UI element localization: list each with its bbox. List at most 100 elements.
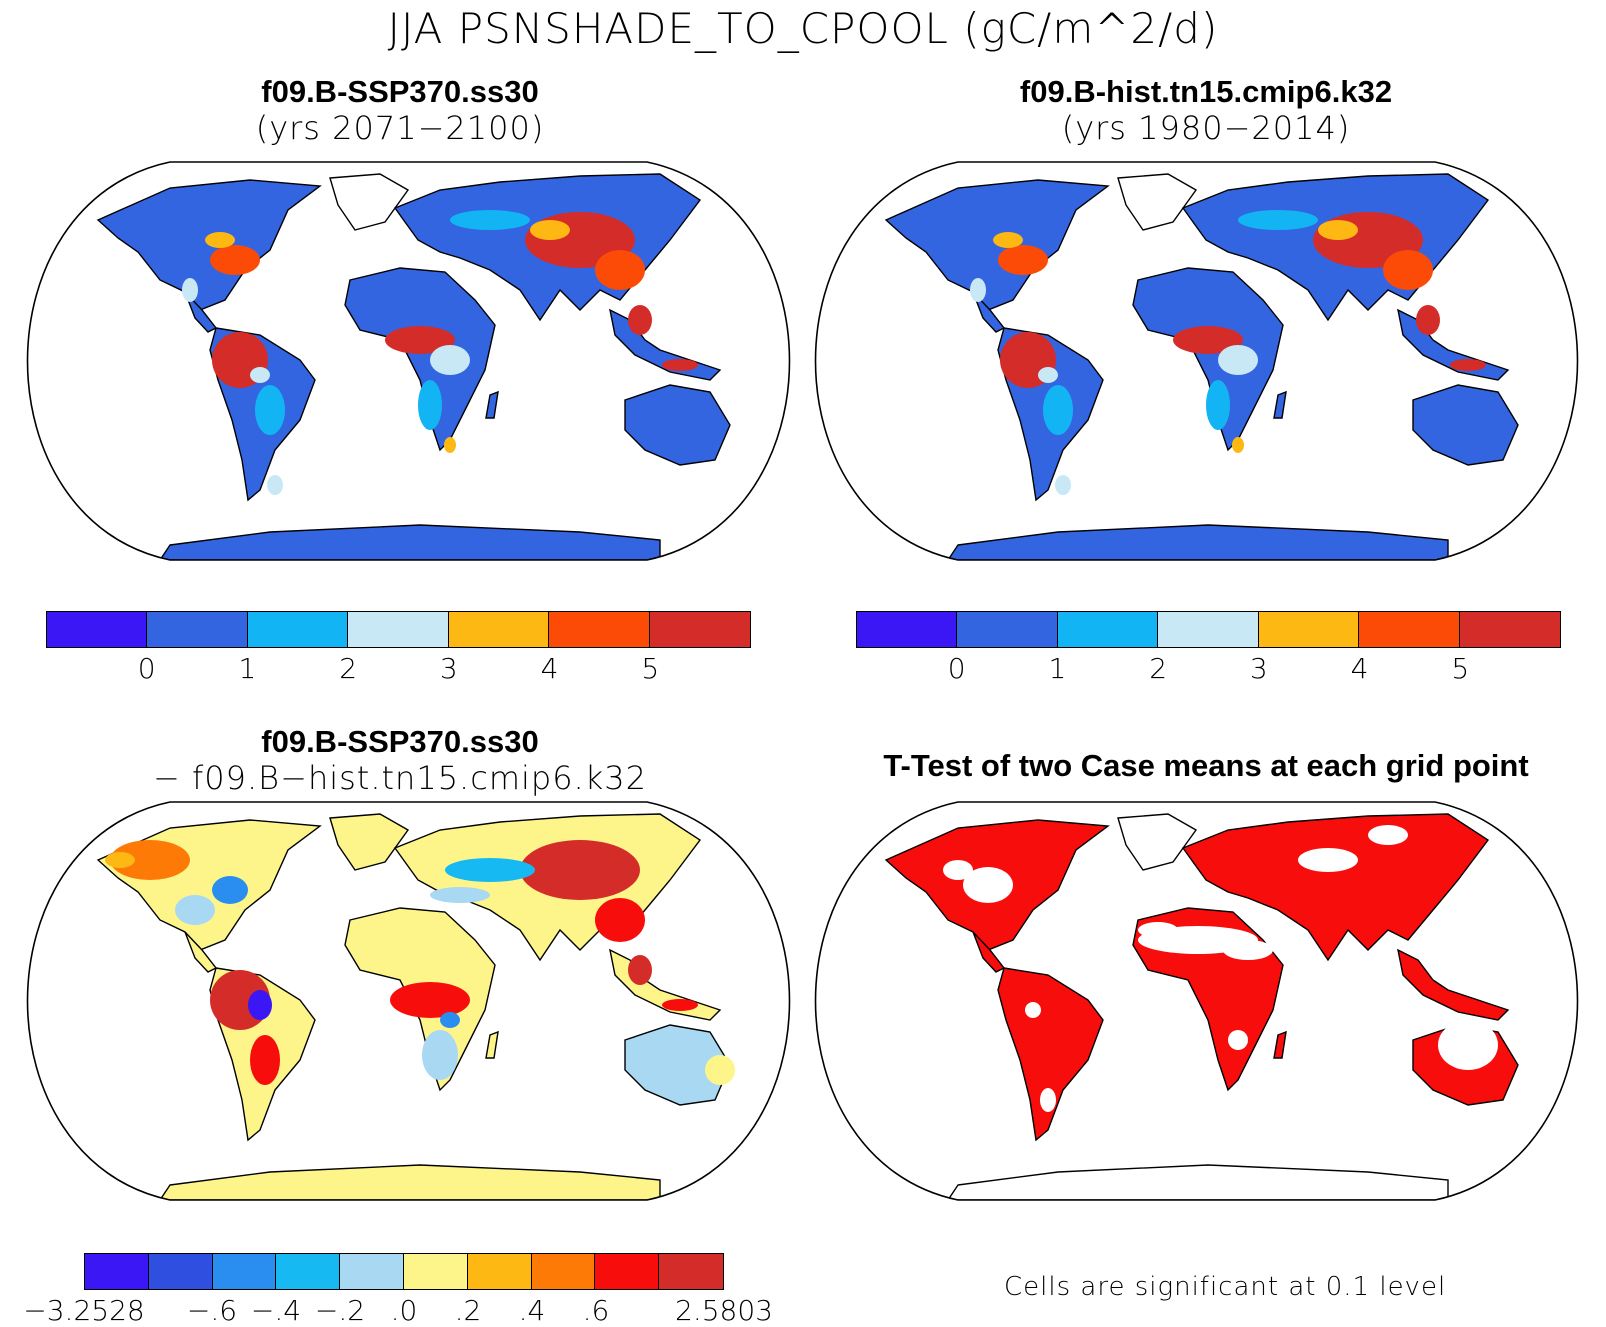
landmass-antarctica <box>946 1164 1449 1200</box>
landmass-eurasia <box>1181 813 1490 962</box>
colorbar-tick-label: −.4 <box>250 1294 302 1327</box>
landmass-seasia <box>1397 308 1510 381</box>
landmass-madagascar <box>485 390 499 419</box>
colorbar-segment <box>957 612 1058 647</box>
field-patch <box>1206 380 1230 430</box>
colorbar-segment <box>247 612 349 647</box>
landmass-camerica <box>184 291 218 333</box>
colorbar-segment <box>1158 612 1259 647</box>
field-patch <box>993 232 1023 248</box>
field-patch <box>390 982 470 1018</box>
map-top-right <box>814 161 1579 561</box>
field-patch <box>530 220 570 240</box>
landmass-madagascar <box>1273 390 1287 419</box>
field-patch <box>210 245 260 275</box>
map-boundary <box>26 161 791 561</box>
colorbar-tick-label: 2 <box>339 652 358 685</box>
colorbar-segment <box>276 1254 341 1289</box>
landmass-antarctica <box>946 524 1449 560</box>
panel-case-name: f09.B-hist.tn15.cmip6.k32 <box>1019 74 1393 109</box>
field-patch <box>662 999 698 1011</box>
colorbar-segment <box>147 612 248 647</box>
figure-title: JJA PSNSHADE_TO_CPOOL (gC/m^2/d) <box>387 4 1219 53</box>
field-patch <box>1040 1088 1056 1112</box>
field-patch <box>705 1055 735 1085</box>
field-patch <box>175 895 215 925</box>
field-patch <box>418 380 442 430</box>
field-patch <box>105 852 135 868</box>
panel-years: (yrs 1980−2014) <box>1061 109 1351 147</box>
landmass-africa <box>1132 267 1284 452</box>
colorbar-segment <box>85 1254 149 1289</box>
landmass-greenland <box>1117 813 1198 871</box>
panel-years: (yrs 2071−2100) <box>255 109 545 147</box>
colorbar-segment <box>1459 612 1560 647</box>
field-patch <box>1450 359 1486 371</box>
colorbar-segment <box>549 612 650 647</box>
colorbar-segment <box>1057 612 1159 647</box>
colorbar-bottom-left <box>84 1253 724 1290</box>
panel-title-top-right: f09.B-hist.tn15.cmip6.k32 (yrs 1980−2014… <box>806 74 1606 146</box>
colorbar-tick-label: .4 <box>518 1294 546 1327</box>
colorbar-tick-label: 0 <box>137 652 156 685</box>
colorbar-tick-label: −.6 <box>186 1294 238 1327</box>
field-patch <box>450 210 530 230</box>
landmass-namerica <box>96 819 322 951</box>
colorbar-segment <box>148 1254 213 1289</box>
field-patch <box>430 345 470 375</box>
field-patch <box>267 475 283 495</box>
landmass-australia <box>1412 384 1519 466</box>
field-patch <box>110 840 190 880</box>
colorbar-tick-label: .0 <box>390 1294 418 1327</box>
landmass-greenland <box>1117 173 1198 231</box>
landmass-australia <box>624 384 731 466</box>
panel-ttest-title: T-Test of two Case means at each grid po… <box>883 748 1529 783</box>
field-patch <box>1298 848 1358 872</box>
colorbar-tick-label: 4 <box>1350 652 1369 685</box>
field-patch <box>1025 1002 1041 1018</box>
field-patch <box>1383 250 1433 290</box>
field-patch <box>430 887 490 903</box>
landmass-greenland <box>329 173 410 231</box>
field-patch <box>385 326 455 354</box>
field-patch <box>1043 385 1073 435</box>
field-patch <box>250 1035 280 1085</box>
field-patch <box>182 278 198 302</box>
colorbar-segment <box>1359 612 1460 647</box>
field-patch <box>963 867 1013 903</box>
colorbar-tick-label: 1 <box>1048 652 1067 685</box>
colorbar-tick-label: 1 <box>238 652 257 685</box>
landmass-camerica <box>972 931 1006 973</box>
colorbar-segment <box>531 1254 596 1289</box>
colorbar-segment <box>649 612 750 647</box>
field-patch <box>595 898 645 942</box>
colorbar-segment <box>857 612 958 647</box>
field-patch <box>440 1012 460 1028</box>
field-patch <box>212 876 248 904</box>
field-patch <box>445 858 535 882</box>
panel-diff-case: − f09.B−hist.tn15.cmip6.k32 <box>153 759 647 797</box>
landmass-camerica <box>972 291 1006 333</box>
field-patch <box>628 305 652 335</box>
map-boundary <box>814 161 1579 561</box>
colorbar-segment <box>47 612 148 647</box>
field-patch <box>422 1030 458 1080</box>
significance-note: Cells are significant at 0.1 level <box>1004 1272 1447 1302</box>
field-patch <box>595 250 645 290</box>
colorbar-tick-label: 2 <box>1149 652 1168 685</box>
colorbar-tick-label: 3 <box>1249 652 1268 685</box>
field-patch <box>662 359 698 371</box>
field-patch <box>520 840 640 900</box>
field-patch <box>1318 220 1358 240</box>
colorbar-segment <box>1258 612 1360 647</box>
colorbar-segment <box>348 612 449 647</box>
colorbar-segment <box>340 1254 404 1289</box>
field-patch <box>1228 1030 1248 1050</box>
panel-title-top-left: f09.B-SSP370.ss30 (yrs 2071−2100) <box>0 74 800 146</box>
colorbar-segment <box>595 1254 660 1289</box>
field-patch <box>1368 825 1408 845</box>
panel-case-name: f09.B-SSP370.ss30 <box>261 724 539 759</box>
field-patch <box>1218 345 1258 375</box>
field-patch <box>205 232 235 248</box>
field-patch <box>1055 475 1071 495</box>
